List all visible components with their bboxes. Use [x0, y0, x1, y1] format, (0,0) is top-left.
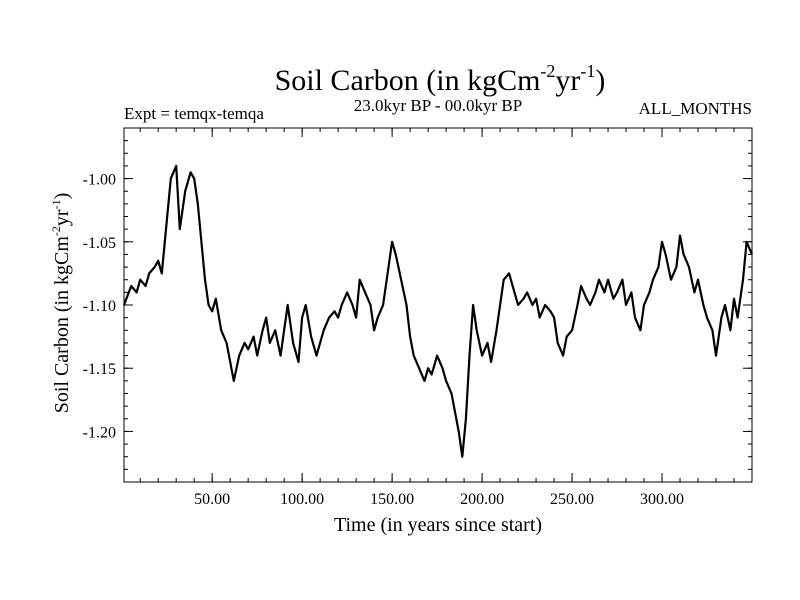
x-tick-label: 250.00 — [550, 491, 594, 508]
chart-title: Soil Carbon (in kgCm-2yr-1) — [275, 61, 606, 97]
plot-frame — [123, 127, 753, 483]
y-tick-label: -1.00 — [83, 172, 116, 189]
chart-title-base: Soil Carbon (in kgCm — [275, 64, 541, 97]
x-tick-label: 50.00 — [194, 491, 230, 508]
y-axis: -1.00 -1.05 -1.10 -1.15 -1.20 — [83, 127, 752, 483]
chart-title-sup2: -1 — [580, 61, 595, 81]
data-series-line — [122, 164, 754, 458]
y-tick-label: -1.05 — [83, 235, 116, 252]
chart-title-end: ) — [595, 64, 605, 97]
x-tick-label: 100.00 — [280, 491, 324, 508]
subtitle-right: ALL_MONTHS — [639, 99, 752, 118]
y-tick-label: -1.20 — [83, 424, 116, 441]
y-label-mid: yr — [51, 209, 73, 226]
x-tick-label: 200.00 — [460, 491, 504, 508]
y-label-end: ) — [51, 193, 73, 200]
y-label-sup2: -1 — [49, 199, 63, 209]
x-axis: 50.00 100.00 150.00 200.00 250.00 300.00 — [139, 128, 753, 508]
x-axis-label: Time (in years since start) — [334, 514, 542, 536]
y-label-sup1: -2 — [49, 226, 63, 236]
chart-title-mid: yr — [555, 64, 580, 97]
subtitle-center: 23.0kyr BP - 00.0kyr BP — [354, 96, 522, 115]
x-tick-label: 300.00 — [640, 491, 684, 508]
y-label-base: Soil Carbon (in kgCm — [51, 236, 73, 414]
y-tick-label: -1.10 — [83, 298, 116, 315]
chart-title-sup1: -2 — [540, 61, 555, 81]
y-axis-label: Soil Carbon (in kgCm-2yr-1) — [49, 193, 73, 414]
x-tick-label: 150.00 — [370, 491, 414, 508]
subtitle-left: Expt = temqx-temqa — [124, 104, 264, 123]
y-tick-label: -1.15 — [83, 361, 116, 378]
